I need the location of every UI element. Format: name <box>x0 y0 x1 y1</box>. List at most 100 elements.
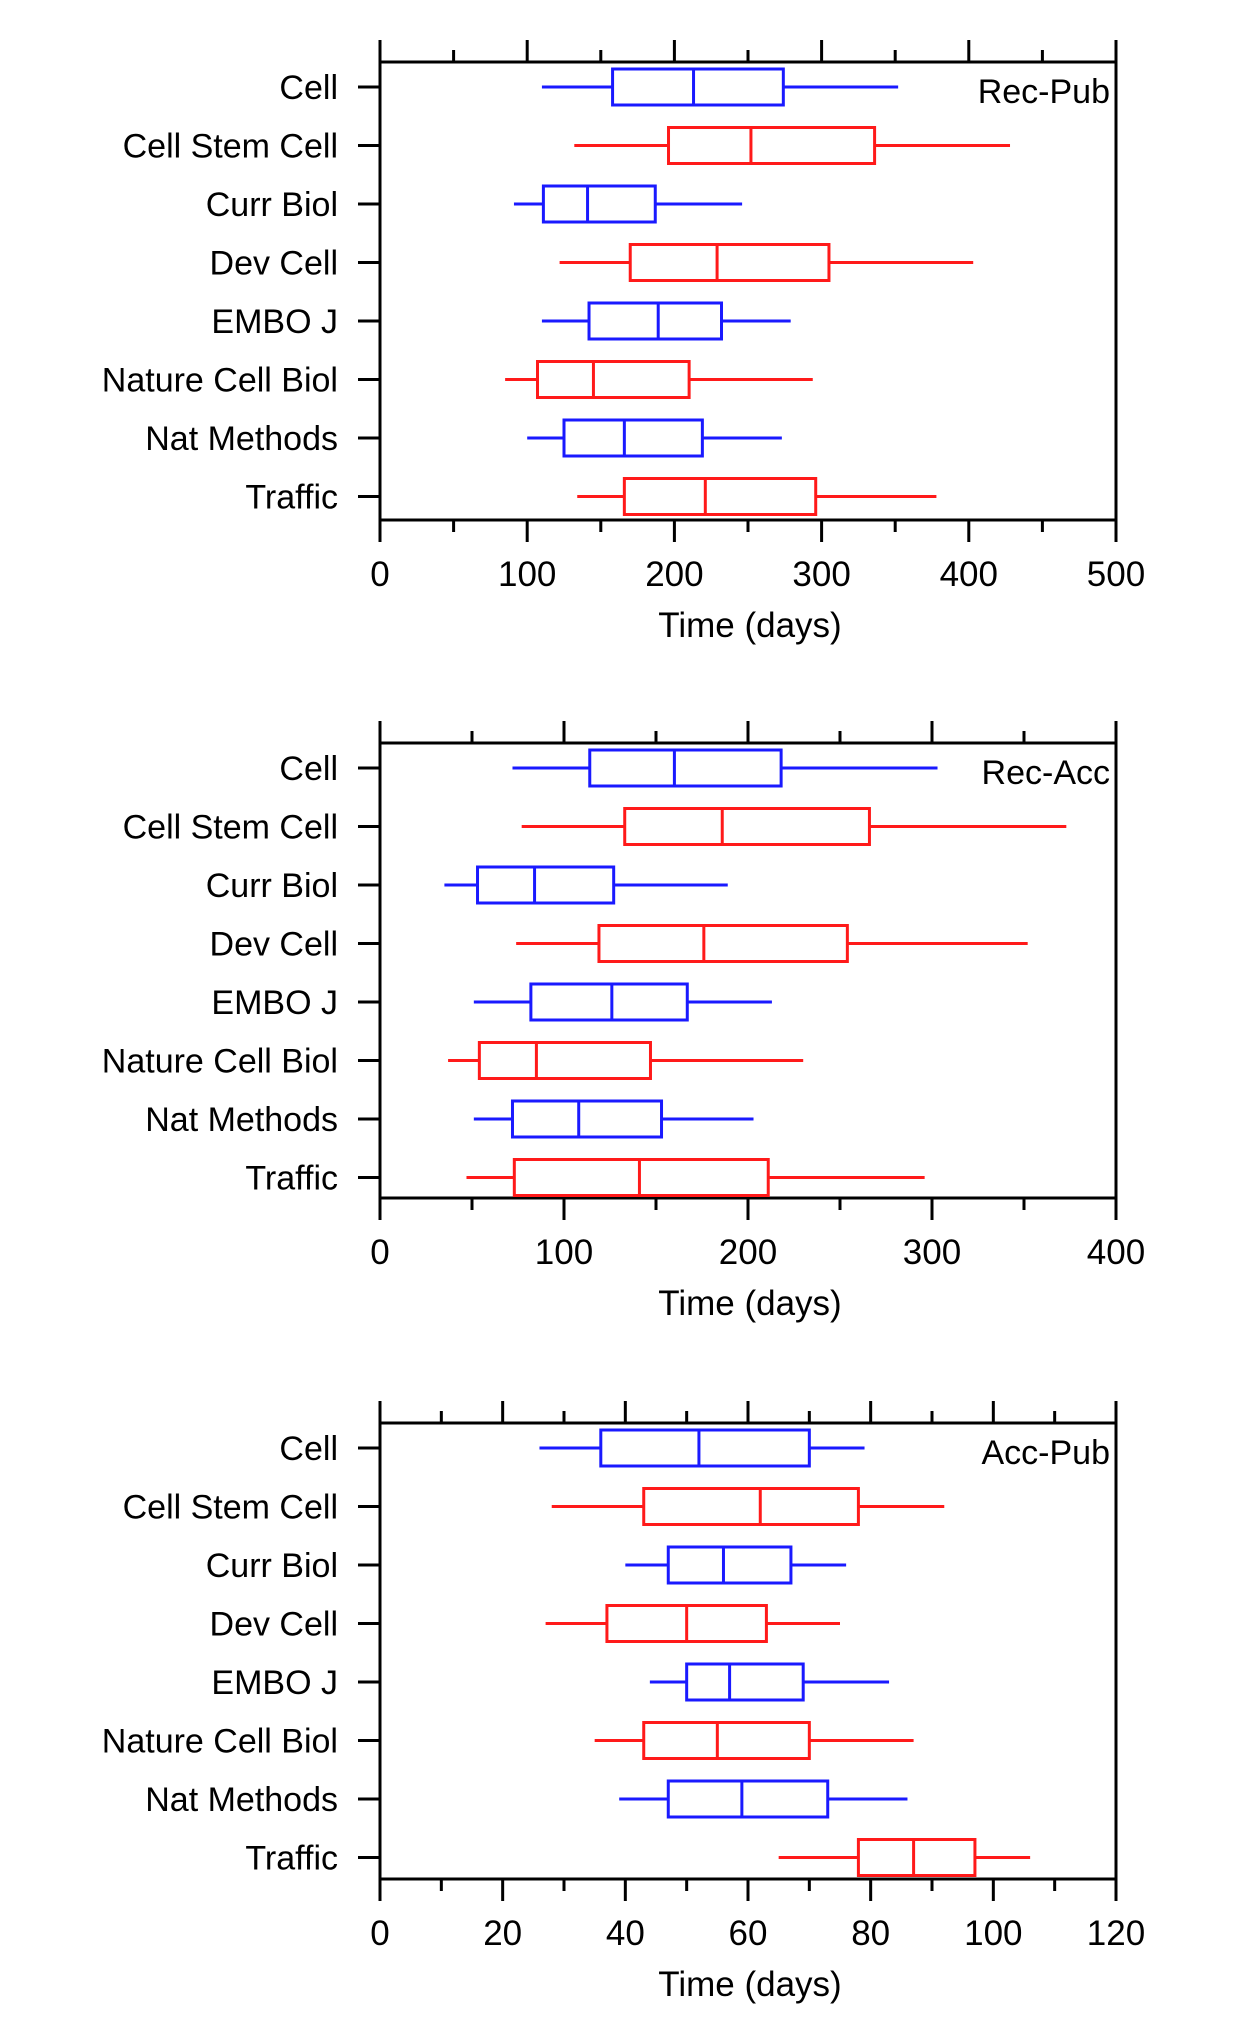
rec-pub-x-tick-label: 0 <box>370 555 389 594</box>
rec-acc-nat-methods-iqr-box <box>510 1099 664 1139</box>
rec-acc-embo-j-iqr-box <box>529 982 689 1022</box>
rec-acc-dev-cell-iqr-box <box>597 924 849 963</box>
rec-pub-cell-category-label: Cell <box>279 69 338 107</box>
acc-pub-nature-cell-biol-category-label: Nature Cell Biol <box>102 1723 338 1761</box>
acc-pub-x-axis-title: Time (days) <box>658 1965 841 2004</box>
rec-acc-nature-cell-biol-iqr-box <box>477 1041 652 1080</box>
acc-pub-panel-title: Acc-Pub <box>982 1434 1111 1472</box>
rec-acc-nat-methods-box <box>473 1099 754 1139</box>
acc-pub-x-tick-label: 100 <box>964 1914 1022 1953</box>
acc-pub-nat-methods-category-label: Nat Methods <box>145 1781 338 1819</box>
rec-acc-curr-biol-iqr-box <box>476 865 616 905</box>
rec-acc-curr-biol-box <box>444 865 728 905</box>
rec-acc-nat-methods-category-label: Nat Methods <box>145 1101 338 1139</box>
acc-pub-cell-box <box>539 1428 865 1468</box>
acc-pub-nature-cell-biol-iqr-box <box>642 1721 811 1760</box>
acc-pub-cell-stem-cell-iqr-box <box>642 1487 860 1526</box>
acc-pub-plot-frame <box>378 1421 1118 1881</box>
rec-pub-nat-methods-iqr-box <box>562 418 704 458</box>
rec-acc-traffic-box <box>466 1158 925 1197</box>
rec-acc-embo-j-category-label: EMBO J <box>211 984 338 1022</box>
rec-acc-cell-stem-cell-box <box>521 807 1067 846</box>
rec-pub-embo-j-box <box>541 301 791 341</box>
acc-pub-nature-cell-biol-box <box>594 1721 914 1760</box>
rec-acc-x-tick-label: 400 <box>1087 1233 1145 1272</box>
rec-acc-plot-frame <box>378 741 1118 1200</box>
acc-pub-cell-stem-cell-category-label: Cell Stem Cell <box>123 1489 338 1527</box>
acc-pub-embo-j-box <box>649 1662 890 1702</box>
rec-acc-dev-cell-category-label: Dev Cell <box>210 926 338 964</box>
rec-pub-cell-iqr-box <box>611 67 785 107</box>
rec-pub-x-axis-title: Time (days) <box>658 606 841 645</box>
rec-pub-dev-cell-box <box>559 243 974 282</box>
rec-acc-traffic-iqr-box <box>512 1158 770 1197</box>
rec-pub-cell-box <box>541 67 899 107</box>
rec-pub-curr-biol-category-label: Curr Biol <box>206 186 338 224</box>
rec-pub-curr-biol-box <box>513 184 743 224</box>
rec-pub-plot-frame <box>378 60 1118 522</box>
acc-pub-x-tick-label: 20 <box>483 1914 522 1953</box>
rec-acc-cell-category-label: Cell <box>279 750 338 788</box>
acc-pub-cell-stem-cell-box <box>551 1487 945 1526</box>
rec-pub-traffic-category-label: Traffic <box>245 479 338 517</box>
rec-pub-embo-j-category-label: EMBO J <box>211 303 338 341</box>
rec-pub-cell-stem-cell-category-label: Cell Stem Cell <box>123 128 338 166</box>
rec-acc-x-axis-title: Time (days) <box>658 1284 841 1323</box>
acc-pub-traffic-box <box>778 1838 1031 1877</box>
rec-pub-cell-stem-cell-box <box>574 126 1011 165</box>
acc-pub-cell-iqr-box <box>599 1428 811 1468</box>
rec-pub-dev-cell-iqr-box <box>628 243 831 282</box>
panel-acc-pub: 0 20 40 60 80 100 120 Time (days) Acc-Pub Cell Cel… <box>102 1401 1145 2004</box>
rec-acc-panel-title: Rec-Acc <box>982 754 1110 792</box>
rec-pub-panel-title: Rec-Pub <box>978 73 1110 111</box>
rec-acc-traffic-category-label: Traffic <box>245 1160 338 1198</box>
rec-acc-x-tick-label: 100 <box>535 1233 593 1272</box>
rec-acc-x-tick-label: 300 <box>903 1233 961 1272</box>
acc-pub-curr-biol-box <box>625 1545 847 1585</box>
rec-pub-x-tick-label: 500 <box>1087 555 1145 594</box>
acc-pub-curr-biol-category-label: Curr Biol <box>206 1547 338 1585</box>
panel-rec-acc: 0 100 200 300 400 Time (days) Rec-Acc Cell Cell … <box>102 721 1145 1323</box>
rec-pub-nat-methods-category-label: Nat Methods <box>145 420 338 458</box>
acc-pub-cell-category-label: Cell <box>279 1430 338 1468</box>
panel-rec-pub: 0 100 200 300 400 500 Time (days) Rec-Pub Cell Ce… <box>102 40 1145 645</box>
rec-pub-embo-j-iqr-box <box>587 301 724 341</box>
rec-acc-cell-box <box>512 748 938 788</box>
acc-pub-nat-methods-iqr-box <box>666 1779 830 1819</box>
rec-acc-embo-j-box <box>473 982 772 1022</box>
acc-pub-x-tick-label: 60 <box>729 1914 768 1953</box>
rec-pub-x-tick-label: 100 <box>498 555 556 594</box>
acc-pub-curr-biol-iqr-box <box>666 1545 793 1585</box>
rec-pub-traffic-box <box>577 477 937 516</box>
acc-pub-embo-j-category-label: EMBO J <box>211 1664 338 1702</box>
acc-pub-traffic-category-label: Traffic <box>245 1840 338 1878</box>
rec-pub-nature-cell-biol-box <box>505 360 813 399</box>
rec-acc-cell-iqr-box <box>588 748 783 788</box>
acc-pub-traffic-iqr-box <box>856 1838 977 1877</box>
rec-acc-x-tick-label: 200 <box>719 1233 777 1272</box>
acc-pub-embo-j-iqr-box <box>685 1662 805 1702</box>
rec-pub-x-tick-label: 300 <box>792 555 850 594</box>
rec-acc-dev-cell-box <box>516 924 1028 963</box>
rec-acc-nature-cell-biol-category-label: Nature Cell Biol <box>102 1043 338 1081</box>
rec-pub-x-tick-label: 400 <box>940 555 998 594</box>
acc-pub-x-tick-label: 40 <box>606 1914 645 1953</box>
acc-pub-dev-cell-category-label: Dev Cell <box>210 1606 338 1644</box>
rec-pub-nat-methods-box <box>527 418 782 458</box>
rec-pub-nature-cell-biol-iqr-box <box>536 360 691 399</box>
rec-acc-nature-cell-biol-box <box>448 1041 804 1080</box>
acc-pub-dev-cell-box <box>545 1604 840 1643</box>
acc-pub-x-tick-label: 0 <box>370 1914 389 1953</box>
rec-acc-cell-stem-cell-category-label: Cell Stem Cell <box>123 809 338 847</box>
acc-pub-x-tick-label: 120 <box>1087 1914 1145 1953</box>
rec-pub-dev-cell-category-label: Dev Cell <box>210 245 338 283</box>
rec-pub-traffic-iqr-box <box>622 477 818 516</box>
rec-acc-cell-stem-cell-iqr-box <box>623 807 871 846</box>
rec-pub-curr-biol-iqr-box <box>541 184 657 224</box>
rec-acc-x-tick-label: 0 <box>370 1233 389 1272</box>
acc-pub-nat-methods-box <box>619 1779 908 1819</box>
rec-pub-cell-stem-cell-iqr-box <box>667 126 877 165</box>
acc-pub-x-tick-label: 80 <box>851 1914 890 1953</box>
rec-pub-x-tick-label: 200 <box>645 555 703 594</box>
